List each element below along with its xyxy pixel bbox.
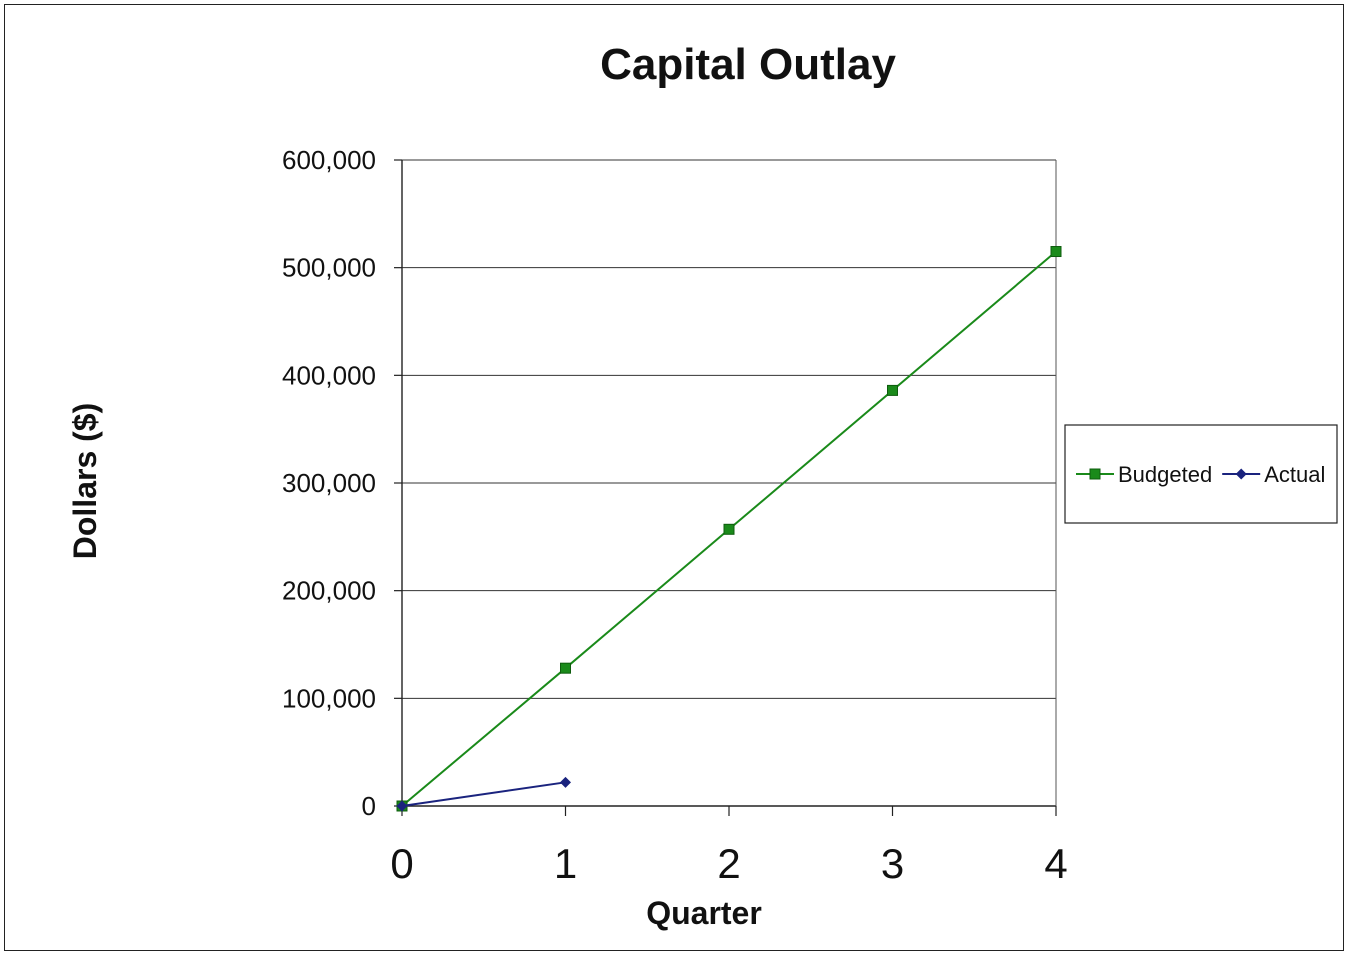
- legend: Budgeted Actual: [1064, 424, 1338, 524]
- x-tick-label: 2: [717, 840, 740, 887]
- y-tick-label: 200,000: [282, 576, 376, 606]
- actual-data-point: [560, 776, 571, 788]
- x-tick-label: 1: [554, 840, 577, 887]
- budgeted-data-point: [1050, 246, 1062, 258]
- legend-marker-budgeted: [1089, 468, 1101, 480]
- actual-series-line: [401, 781, 566, 807]
- budgeted-data-point: [560, 662, 571, 674]
- legend-marker-actual: [1235, 468, 1247, 480]
- budgeted-data-point: [723, 523, 735, 535]
- series-group: [396, 246, 1062, 812]
- legend-label-budgeted: Budgeted: [1118, 462, 1212, 487]
- budgeted-data-point: [887, 384, 898, 396]
- actual-data-point: [396, 800, 408, 812]
- axes: [394, 159, 1057, 816]
- x-axis-title: Quarter: [646, 895, 762, 931]
- y-tick-label: 0: [362, 791, 376, 821]
- y-tick-label: 100,000: [282, 683, 376, 713]
- y-tick-label: 300,000: [282, 468, 376, 498]
- y-tick-label: 600,000: [282, 145, 376, 175]
- x-tick-labels: 0 1 2 3 4: [390, 840, 1067, 887]
- y-tick-label: 500,000: [282, 253, 376, 283]
- chart-title: Capital Outlay: [600, 40, 896, 89]
- x-tick-label: 0: [390, 840, 413, 887]
- y-axis-title: Dollars ($): [67, 403, 103, 559]
- y-tick-labels: 0 100,000 200,000 300,000 400,000 500,000 600,…: [282, 145, 376, 821]
- y-tick-label: 400,000: [282, 360, 376, 390]
- x-tick-label: 3: [881, 840, 904, 887]
- legend-label-actual: Actual: [1264, 462, 1325, 487]
- x-tick-label: 4: [1044, 840, 1067, 887]
- gridlines: [402, 159, 1056, 699]
